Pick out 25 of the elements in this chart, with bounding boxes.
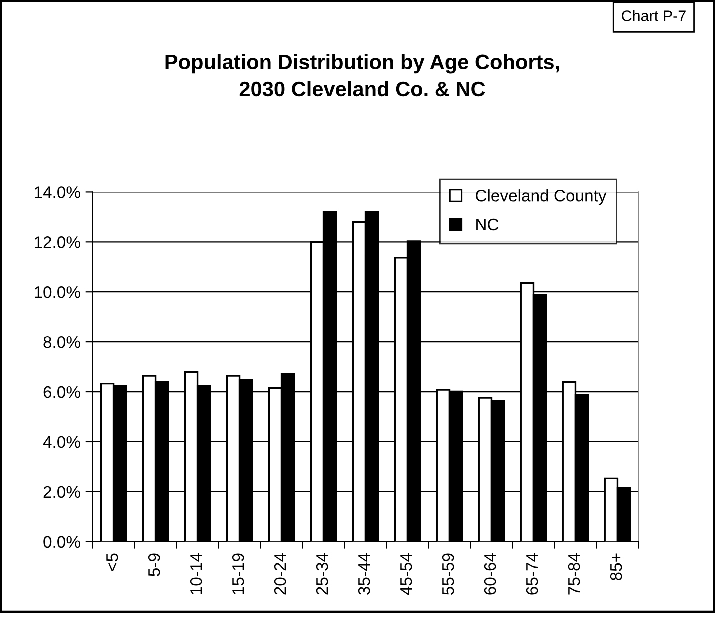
y-tick-label: 4.0% [43, 436, 80, 448]
y-tick-label: 6.0% [44, 386, 80, 398]
x-tick-label: 60-64 [484, 553, 496, 595]
x-tick-label: 25-34 [316, 553, 328, 595]
y-tick-label: 14.0% [35, 186, 80, 198]
x-tick-label: 20-24 [274, 553, 286, 595]
x-tick-label: <5 [106, 554, 118, 572]
legend-label: Cleveland County [476, 190, 607, 206]
y-tick-label: 2.0% [44, 486, 80, 498]
x-tick-label: 75-84 [568, 553, 580, 595]
x-tick-label: 85+ [610, 554, 622, 581]
x-tick-label: 15-19 [232, 554, 244, 594]
x-tick-label: 55-59 [442, 554, 454, 595]
x-tick-label: 5-9 [148, 554, 160, 576]
legend-label: NC [476, 218, 499, 231]
x-tick-label: 45-54 [400, 553, 412, 596]
x-tick-label: 65-74 [526, 553, 538, 595]
y-tick-label: 0.0% [44, 536, 80, 548]
y-tick-label: 10.0% [35, 286, 80, 298]
x-tick-label: 10-14 [190, 553, 202, 594]
y-tick-label: 12.0% [35, 236, 80, 248]
chart-title: Population Distribution by Age Cohorts, 2030 Cleveland Co. & NC [166, 54, 560, 97]
x-tick-label: 35-44 [358, 553, 370, 595]
y-tick-label: 8.0% [44, 336, 80, 348]
text: Chart P-7 [622, 10, 686, 22]
